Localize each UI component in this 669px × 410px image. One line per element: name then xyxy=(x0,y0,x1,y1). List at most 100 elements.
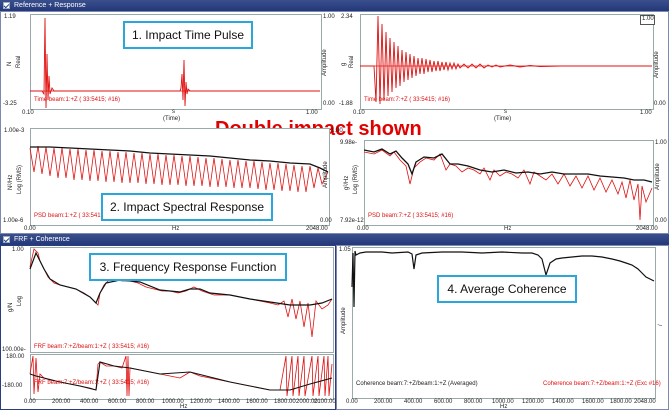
tl-r-bottom: 0.00 xyxy=(323,101,335,107)
bl-x-tick: 600.00 xyxy=(108,399,127,405)
bl-y-bottom: 100.00e- xyxy=(2,347,26,353)
tr-x-left: 0.10 xyxy=(353,110,365,116)
br-x-tick: 1000.00 xyxy=(492,399,514,405)
br-x-tick: 1200.00 xyxy=(522,399,544,405)
bl-y-label: Log xyxy=(17,295,23,306)
tl-trace-label: Time beam:1:+Z ( 33:5415; #16) xyxy=(34,97,120,103)
br-x-unit: Hz xyxy=(500,404,508,410)
bl-y-unit: g/N xyxy=(8,302,14,312)
br-x-tick: 2048.00 xyxy=(634,399,656,405)
ml-y-unit: N²/Hz xyxy=(8,174,14,190)
bl-x-tick: 0.00 xyxy=(24,399,36,405)
tr-x-label: (Time) xyxy=(494,116,512,122)
ml-y-top: 1.00e-3 xyxy=(4,128,25,134)
coherence-trace xyxy=(351,250,655,308)
callout-frequency-response-function: 3. Frequency Response Function xyxy=(89,253,287,281)
tr-y-bottom: -1.88 xyxy=(339,101,353,107)
tr-y-label: Real xyxy=(349,55,355,68)
tr-r-bottom: 0.00 xyxy=(654,101,666,107)
br-x-tick: 400.00 xyxy=(404,399,423,405)
window-title: FRF + Coherence xyxy=(14,236,70,243)
ml-y-bottom: 1.00e-6 xyxy=(3,218,24,224)
tr-trace-label: Time beam:7:+Z ( 33:5415; #16) xyxy=(364,97,450,103)
window-checkbox[interactable] xyxy=(3,236,10,243)
tl-x-label: (Time) xyxy=(163,116,181,122)
mr-y-label: Log (RMS) xyxy=(353,164,359,194)
plot-response-psd[interactable] xyxy=(364,140,654,226)
tr-value-box xyxy=(640,15,655,25)
br-x-axis: 0.00 200.00 400.00 600.00 800.00 1000.00… xyxy=(346,399,656,407)
tl-y-unit: N xyxy=(7,61,13,66)
bl-x-tick: 200.00 xyxy=(52,399,71,405)
bl-x-tick: 800.00 xyxy=(136,399,155,405)
response-psd-trace xyxy=(363,148,653,221)
tl-y-top: 1.19 xyxy=(4,14,16,20)
br-trace-left: Coherence beam:7:+Z/beam:1:+Z (Averaged) xyxy=(356,381,478,387)
bl-trace-label: FRF beam:7:+Z/beam:1:+Z ( 33:5415; #16) xyxy=(34,344,150,350)
br-y-top: 1.05 xyxy=(339,247,351,253)
tr-r-top: 1.00 xyxy=(642,16,654,22)
tr-x-mid: s xyxy=(504,109,507,115)
callout-impact-spectral-response: 2. Impact Spectral Response xyxy=(101,193,273,221)
mr-trace-label: PSD beam:7:+Z ( 33:5415; #16) xyxy=(368,213,454,219)
callout-average-coherence: 4. Average Coherence xyxy=(437,275,577,303)
tl-x-mid: s xyxy=(172,109,175,115)
br-x-tick: 600.00 xyxy=(434,399,453,405)
time-response-trace xyxy=(360,15,652,105)
mr-x-left: 0.00 xyxy=(357,226,369,232)
window-header-frf-coherence[interactable]: FRF + Coherence xyxy=(0,234,669,245)
frf-phase-trace xyxy=(29,355,333,397)
bl-x-tick: 1800.00 xyxy=(274,399,296,405)
ml-r-top: 1.00 xyxy=(331,128,343,134)
tr-r-label: Amplitude xyxy=(654,51,660,78)
mr-r-top: 1.00 xyxy=(655,140,667,146)
ml-y-label: Log (RMS) xyxy=(17,164,23,194)
tr-x-right: 1.00 xyxy=(640,110,652,116)
tr-y-unit: g xyxy=(341,62,347,66)
bl-x-tick: 400.00 xyxy=(80,399,99,405)
tl-x-right: 1.00 xyxy=(306,110,318,116)
tl-r-label: Amplitude xyxy=(322,49,328,76)
br-x-tick: 800.00 xyxy=(464,399,483,405)
bl-x-tick: 2000.00 xyxy=(296,399,318,405)
window-title: Reference + Response xyxy=(14,2,86,9)
tl-y-bottom: -3.25 xyxy=(3,101,17,107)
plot-coherence[interactable] xyxy=(352,247,656,399)
bl-x-unit: Hz xyxy=(180,404,188,410)
bl-x-tick: 2100.00 xyxy=(314,399,336,405)
callout-impact-time-pulse: 1. Impact Time Pulse xyxy=(123,21,253,49)
ml-r-bottom: 0.00 xyxy=(320,218,332,224)
ml-x-right: 2048.00 xyxy=(306,226,328,232)
window-checkbox[interactable] xyxy=(3,2,10,9)
impact-psd-trace xyxy=(29,145,329,193)
time-pulse-trace xyxy=(30,17,320,109)
frf-magnitude-trace xyxy=(29,248,333,338)
mr-x-mid: Hz xyxy=(504,226,512,232)
mr-x-right: 2048.00 xyxy=(636,226,658,232)
ml-r-label: Amplitude xyxy=(323,161,329,188)
bl-x-tick: 1000.00 xyxy=(162,399,184,405)
tl-y-label: Real xyxy=(16,55,22,68)
mr-r-label: Amplitude xyxy=(655,163,661,190)
mr-y-bottom: 7.92e-12 xyxy=(340,218,364,224)
br-r-label: / xyxy=(658,324,664,326)
tr-y-top: 2.34 xyxy=(341,14,353,20)
mr-y-top: 9.98e- xyxy=(340,140,358,146)
bl-phase-trace-label: FRF beam:7:+Z/beam:1:+Z ( 33:5415; #16) xyxy=(34,380,150,386)
mr-r-bottom: 0.00 xyxy=(655,218,667,224)
window-header-reference-response[interactable]: Reference + Response xyxy=(0,0,669,11)
br-x-tick: 1400.00 xyxy=(552,399,574,405)
bl-x-axis: 0.00 200.00 400.00 600.00 800.00 1000.00… xyxy=(24,399,336,407)
bl-x-tick: 1400.00 xyxy=(218,399,240,405)
br-trace-right: Coherence beam:7:+Z/beam:1:+Z (Exc #16) xyxy=(543,381,661,387)
br-y-label: Amplitude xyxy=(341,307,347,334)
bl-phase-bottom: -180.00 xyxy=(2,383,23,389)
bl-x-tick: 1600.00 xyxy=(246,399,268,405)
br-x-tick: 200.00 xyxy=(374,399,393,405)
ml-x-mid: Hz xyxy=(172,226,180,232)
tl-x-left: 0.10 xyxy=(22,110,34,116)
br-x-tick: 1800.00 xyxy=(610,399,632,405)
ml-trace-label: PSD beam:1:+Z ( 33:5415; #16) xyxy=(34,213,120,219)
bl-phase-top: 180.00 xyxy=(6,354,25,360)
br-x-tick: 1600.00 xyxy=(582,399,604,405)
